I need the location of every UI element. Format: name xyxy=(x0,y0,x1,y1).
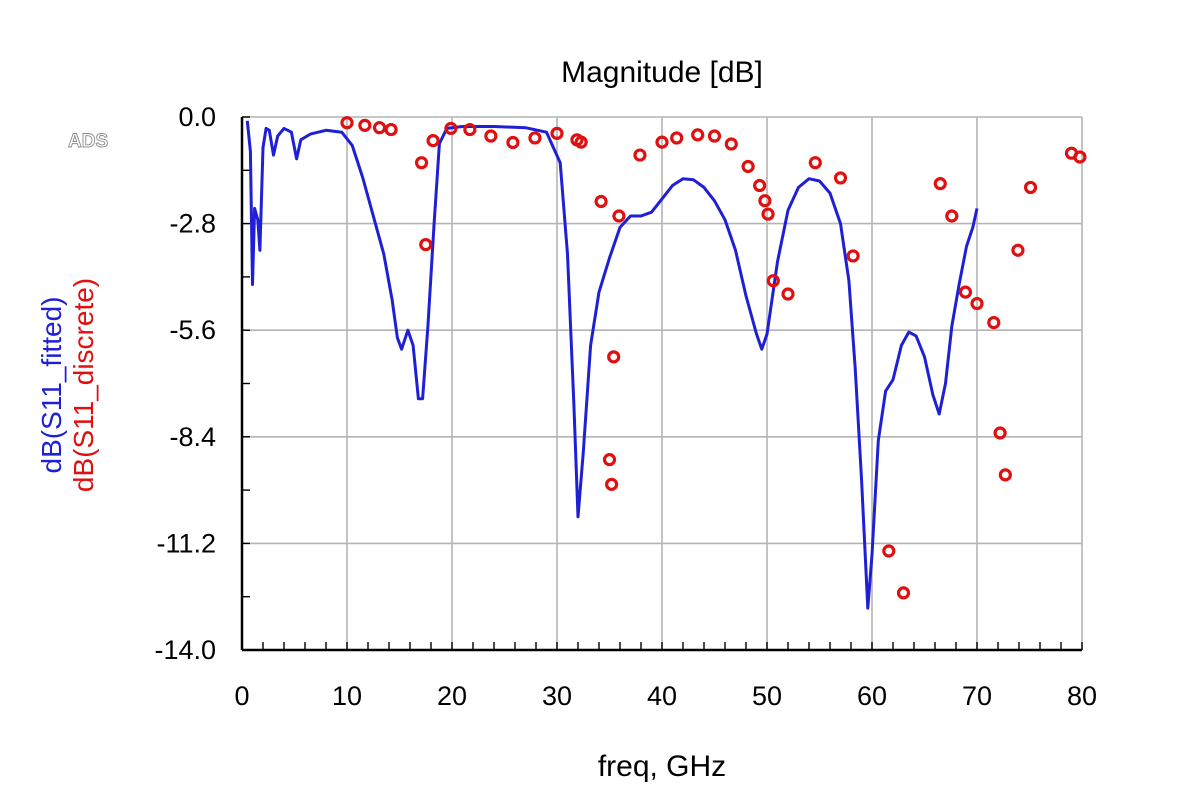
data-point-discrete xyxy=(945,209,959,223)
data-point-discrete xyxy=(506,135,520,150)
data-point-discrete xyxy=(594,194,608,209)
data-point-discrete xyxy=(1011,243,1025,257)
data-point-discrete xyxy=(707,129,722,143)
y-tick-label: -5.6 xyxy=(169,315,216,345)
data-point-discrete xyxy=(444,121,458,136)
data-point-discrete xyxy=(998,468,1012,482)
x-tick-label: 60 xyxy=(857,681,887,711)
data-point-discrete xyxy=(528,131,542,145)
data-point-discrete xyxy=(670,131,684,145)
data-point-discrete xyxy=(602,453,617,467)
data-point-discrete xyxy=(882,544,896,558)
data-point-discrete xyxy=(463,122,477,137)
data-point-discrete xyxy=(766,274,780,288)
data-point-discrete xyxy=(741,159,755,174)
data-point-discrete xyxy=(604,477,619,491)
data-point-discrete xyxy=(655,135,669,149)
data-point-discrete xyxy=(607,350,621,364)
y-tick-labels: 0.0 -2.8 -5.6 -8.4 -11.2 -14.0 xyxy=(154,102,216,665)
data-point-discrete xyxy=(833,171,848,185)
data-point-discrete xyxy=(358,118,372,132)
y-tick-label: -14.0 xyxy=(154,635,216,665)
series-line-fitted xyxy=(245,120,979,610)
x-tick-label: 80 xyxy=(1067,681,1097,711)
data-point-discrete xyxy=(896,586,911,600)
x-tick-label: 30 xyxy=(542,681,572,711)
data-point-discrete xyxy=(970,296,984,311)
x-tick-label: 0 xyxy=(234,681,249,711)
data-point-discrete xyxy=(1073,150,1087,164)
x-axis-label: freq, GHz xyxy=(598,750,726,783)
data-point-discrete xyxy=(340,116,354,130)
x-tick-label: 50 xyxy=(752,681,782,711)
x-tick-label: 20 xyxy=(437,681,467,711)
data-point-discrete xyxy=(724,137,738,151)
data-point-discrete xyxy=(574,135,588,149)
data-point-discrete xyxy=(987,315,1001,330)
data-point-discrete xyxy=(758,194,772,208)
series-layer xyxy=(245,116,1087,610)
x-tick-label: 10 xyxy=(332,681,362,711)
chart-title: Magnitude [dB] xyxy=(561,56,763,89)
data-point-discrete xyxy=(691,128,705,142)
y-axis-label-discrete: dB(S11_discrete) xyxy=(68,278,99,492)
data-point-discrete xyxy=(933,177,947,191)
y-axis-label-fitted: dB(S11_fitted) xyxy=(36,297,67,474)
data-point-discrete xyxy=(419,237,433,252)
x-tick-label: 70 xyxy=(962,681,992,711)
data-point-discrete xyxy=(612,209,626,223)
y-axis-labels: dB(S11_fitted) dB(S11_discrete) xyxy=(36,278,99,492)
y-tick-label: 0.0 xyxy=(178,102,216,132)
data-point-discrete xyxy=(633,148,647,162)
data-point-discrete xyxy=(384,122,398,137)
data-point-discrete xyxy=(372,121,387,135)
data-point-discrete xyxy=(753,178,767,193)
x-tick-labels: 0 10 20 30 40 50 60 70 80 xyxy=(234,681,1097,711)
data-point-discrete xyxy=(993,426,1007,440)
data-point-discrete xyxy=(550,126,564,140)
data-point-discrete xyxy=(846,249,860,263)
minor-ticks xyxy=(241,116,1083,651)
data-point-discrete xyxy=(426,134,440,148)
plot-frame xyxy=(240,117,1082,652)
y-tick-label: -11.2 xyxy=(156,528,216,558)
data-point-discrete xyxy=(484,129,498,143)
data-point-discrete xyxy=(761,207,775,221)
y-tick-label: -8.4 xyxy=(169,422,216,452)
data-point-discrete xyxy=(414,156,429,170)
y-tick-label: -2.8 xyxy=(169,209,216,239)
data-point-discrete xyxy=(808,156,822,170)
data-point-discrete xyxy=(781,287,795,301)
ads-watermark: ADS xyxy=(68,131,108,152)
data-point-discrete xyxy=(1023,180,1038,195)
data-point-discrete xyxy=(958,285,973,299)
x-tick-label: 40 xyxy=(647,681,677,711)
